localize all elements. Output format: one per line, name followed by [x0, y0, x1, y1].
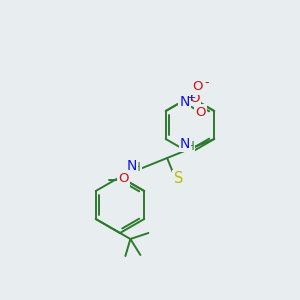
- Text: H: H: [185, 140, 194, 153]
- Text: N: N: [180, 137, 190, 151]
- Text: O: O: [192, 80, 202, 94]
- Text: -: -: [204, 76, 208, 89]
- Text: +: +: [187, 93, 196, 103]
- Text: O: O: [195, 106, 206, 118]
- Text: O: O: [118, 172, 128, 185]
- Text: O: O: [189, 92, 200, 104]
- Text: H: H: [132, 161, 141, 174]
- Text: N: N: [126, 159, 136, 173]
- Text: N: N: [179, 95, 190, 109]
- Text: S: S: [174, 171, 183, 186]
